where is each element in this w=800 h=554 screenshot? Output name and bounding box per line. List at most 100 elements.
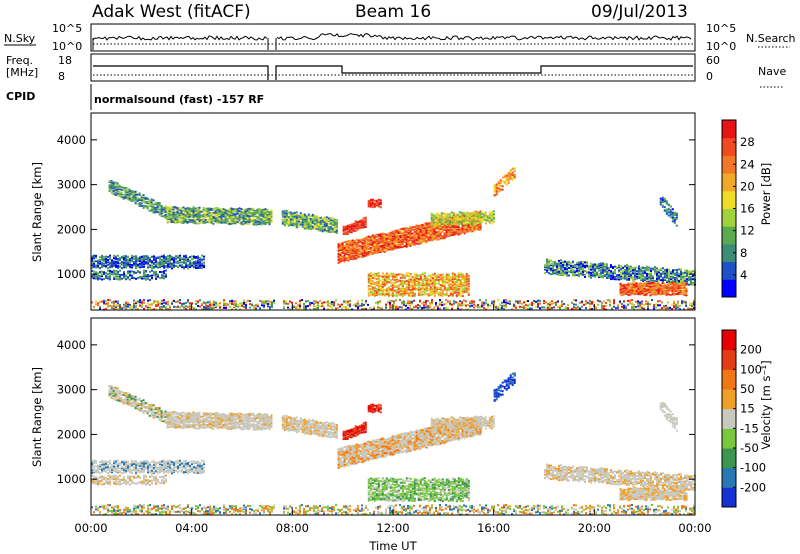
power-cell	[492, 220, 495, 223]
power-cell	[117, 278, 119, 281]
power-cell	[393, 275, 396, 278]
power-cell	[346, 228, 349, 231]
power-cell	[635, 289, 638, 292]
power-cell	[598, 263, 600, 265]
power-cell	[659, 293, 662, 296]
power-cell	[633, 285, 636, 288]
power-cell	[329, 231, 332, 234]
power-cell	[91, 269, 93, 272]
power-cell	[393, 247, 396, 250]
power-cell	[425, 237, 428, 240]
power-cell	[446, 221, 449, 224]
power-cell	[621, 284, 624, 287]
power-cell	[167, 263, 169, 266]
power-cell	[495, 191, 498, 194]
power-cell	[407, 239, 410, 242]
power-cell	[668, 268, 670, 271]
power-cell	[248, 211, 251, 214]
power-cell	[260, 208, 263, 211]
power-cell	[417, 243, 420, 246]
power-cell	[117, 254, 119, 257]
power-cell	[623, 289, 626, 292]
power-cell	[232, 210, 235, 213]
power-cell	[590, 275, 592, 278]
power-cell	[415, 230, 418, 233]
power-cell	[95, 260, 97, 263]
power-cell	[472, 221, 475, 224]
power-cell	[558, 259, 560, 262]
power-cell	[361, 246, 364, 248]
power-cell	[676, 279, 678, 282]
power-cell	[353, 241, 356, 244]
power-cell	[367, 276, 370, 279]
power-cell	[208, 217, 211, 220]
power-cell	[419, 279, 422, 282]
power-cell	[403, 287, 406, 290]
power-cell	[153, 258, 155, 261]
power-cell	[425, 235, 428, 238]
power-cell	[439, 286, 442, 289]
power-cell	[395, 229, 398, 232]
power-cell	[401, 283, 404, 286]
power-cell	[147, 261, 149, 264]
power-cell	[224, 211, 227, 214]
power-cell	[335, 219, 338, 222]
power-cell	[134, 201, 137, 204]
power-cell	[356, 226, 359, 229]
power-cell	[448, 213, 451, 215]
power-cell	[178, 212, 181, 215]
power-cell	[369, 294, 372, 296]
power-cell	[240, 211, 243, 214]
power-cell	[598, 273, 600, 276]
power-cell	[311, 227, 314, 230]
power-cell	[355, 243, 358, 246]
power-cell	[437, 229, 440, 231]
power-cell	[580, 270, 582, 273]
power-cell	[391, 284, 394, 287]
power-cell	[633, 283, 636, 286]
power-cell	[480, 211, 483, 214]
power-cell	[435, 290, 438, 293]
power-cell	[165, 256, 167, 258]
power-cell	[417, 289, 420, 292]
power-cell	[346, 227, 349, 229]
power-cell	[359, 255, 362, 258]
power-cell	[354, 225, 357, 227]
power-cell	[612, 275, 614, 278]
power-cell	[462, 213, 465, 216]
power-cell	[103, 278, 105, 281]
power-cell	[445, 281, 448, 284]
power-cell	[680, 278, 682, 280]
power-cell	[389, 243, 392, 246]
power-cell	[383, 281, 386, 284]
power-cell	[164, 205, 167, 208]
power-cell	[629, 293, 632, 296]
power-cell	[413, 236, 416, 239]
power-cell	[197, 261, 199, 264]
power-cell	[421, 232, 424, 234]
power-cell	[214, 208, 217, 211]
power-cell	[674, 278, 676, 281]
power-cell	[187, 263, 189, 266]
power-cell	[417, 225, 420, 227]
power-cell	[250, 208, 253, 211]
nave-label: Nave	[758, 65, 786, 78]
power-cell	[415, 236, 418, 239]
power-cell	[560, 267, 562, 270]
power-cell	[203, 264, 205, 267]
power-cell	[387, 294, 390, 297]
power-cell	[427, 222, 430, 225]
power-cell	[391, 272, 394, 275]
power-cell	[125, 259, 127, 261]
power-cell	[678, 281, 680, 283]
power-cell	[234, 216, 237, 219]
power-cell	[190, 219, 193, 222]
power-cell	[113, 271, 115, 274]
power-cell	[199, 264, 201, 267]
power-cell	[401, 292, 404, 295]
power-cell	[369, 275, 372, 277]
power-cell	[385, 281, 388, 283]
power-cell	[174, 210, 177, 213]
power-cell	[377, 246, 380, 249]
power-cell	[652, 276, 654, 279]
